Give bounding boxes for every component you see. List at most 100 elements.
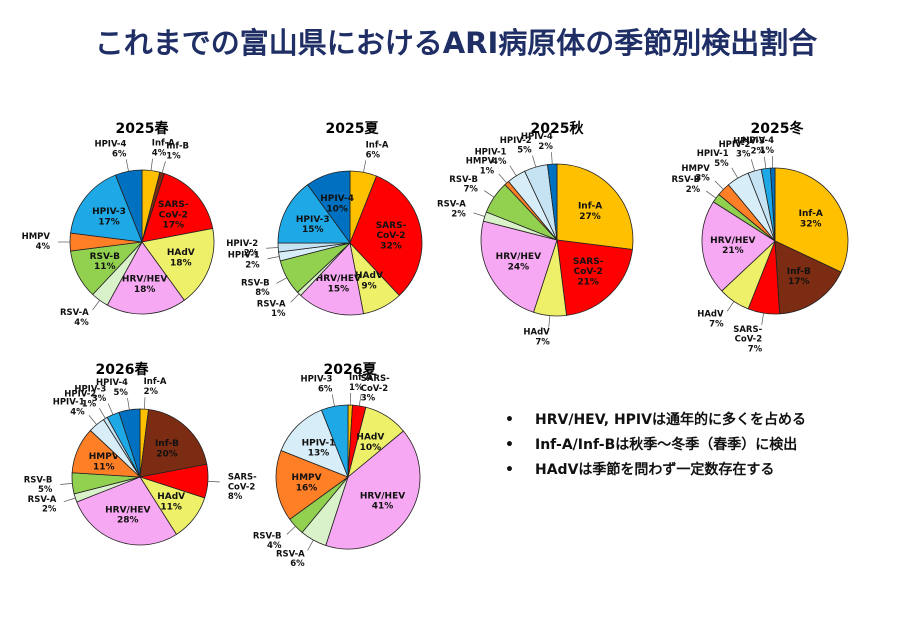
pie-title: 2026春 bbox=[96, 361, 150, 378]
leader-line bbox=[731, 167, 739, 179]
pie-slice-hpiv-3 bbox=[70, 174, 143, 243]
slice-label-sars-cov-2: SARS-CoV-2 17% bbox=[158, 200, 189, 231]
leader-line bbox=[88, 415, 97, 425]
slice-label-rsv-a: RSV-A 1% bbox=[257, 299, 286, 319]
leader-line bbox=[484, 190, 495, 198]
leader-line bbox=[307, 539, 314, 551]
notes-list: • HRV/HEV, HPIVは通年的に多くを占める • Inf-A/Inf-Bは秋… bbox=[505, 408, 806, 483]
bullet-icon: • bbox=[505, 412, 514, 428]
slice-label-hrv-hev: HRV/HEV 28% bbox=[105, 505, 150, 525]
slice-label-hpiv-1: HPIV-1 4% bbox=[53, 398, 85, 418]
pie-chart-2025-: 2025冬 Inf-A 32% Inf-B 17% SARS-CoV-2 7% HAdV 7% H… bbox=[672, 120, 849, 355]
slice-label-sars-cov-2: SARS-CoV-2 21% bbox=[573, 257, 604, 288]
slice-label-rsv-b: RSV-B 8% bbox=[241, 278, 270, 298]
pie-title: 2025春 bbox=[116, 120, 170, 137]
slice-label-hrv-hev: HRV/HEV 24% bbox=[496, 252, 541, 272]
leader-line bbox=[150, 158, 153, 171]
pie-slice-hmpv bbox=[275, 449, 349, 520]
pie-slice-hrv-hev bbox=[106, 241, 185, 315]
slice-label-hmpv: HMPV 3% bbox=[681, 164, 710, 184]
leader-line bbox=[266, 247, 279, 249]
slice-label-hpiv-4: HPIV-4 6% bbox=[94, 140, 126, 160]
slice-label-hpiv-1: HPIV-1 4% bbox=[475, 147, 507, 167]
slice-label-hadv: HAdV 7% bbox=[697, 310, 724, 330]
pie-slice-hrv-hev bbox=[701, 201, 776, 292]
leader-line bbox=[363, 160, 367, 173]
leader-line bbox=[714, 180, 724, 190]
slice-label-inf-a: Inf-A 6% bbox=[366, 141, 389, 161]
slice-label-hpiv-3: HPIV-3 15% bbox=[296, 215, 330, 235]
pie-chart-2025-: 2025秋 Inf-A 27% SARS-CoV-2 21% HAdV 7% HRV/HEV 2… bbox=[437, 120, 634, 347]
leader-line bbox=[473, 212, 485, 217]
bullet-icon: • bbox=[505, 462, 514, 478]
slice-label-inf-b: Inf-B 1% bbox=[166, 142, 189, 162]
slice-label-hpiv-2: HPIV-2 2% bbox=[226, 239, 258, 259]
slice-label-hpiv-4: HPIV-4 5% bbox=[96, 378, 128, 398]
leader-line bbox=[286, 526, 296, 535]
leader-line bbox=[127, 397, 130, 410]
slice-label-hmpv: HMPV 1% bbox=[466, 156, 495, 176]
note-item: • HRV/HEV, HPIVは通年的に多くを占める bbox=[505, 408, 806, 433]
slice-label-sars-cov-2: SARS-CoV-2 3% bbox=[361, 374, 390, 404]
leader-line bbox=[726, 301, 735, 312]
slice-label-hadv: HAdV 10% bbox=[356, 433, 384, 453]
slice-label-hpiv-4: HPIV-4 1% bbox=[742, 136, 774, 156]
slide-title: これまでの富山県におけるARI病原体の季節別検出割合 bbox=[94, 26, 818, 60]
slice-label-inf-a: Inf-A 1% bbox=[349, 373, 372, 393]
leader-line bbox=[706, 190, 717, 199]
slice-label-hrv-hev: HRV/HEV 15% bbox=[316, 274, 361, 294]
leader-line bbox=[125, 159, 129, 172]
slice-label-rsv-b: RSV-B 7% bbox=[449, 175, 478, 195]
leader-line bbox=[107, 403, 114, 415]
slice-label-sars-cov-2: SARS-CoV-2 7% bbox=[733, 325, 762, 355]
pie-slice-hrv-hev bbox=[300, 242, 364, 316]
slice-label-hpiv-2: HPIV-2 3% bbox=[719, 140, 751, 160]
note-item: • HAdVは季節を問わず一定数存在する bbox=[505, 458, 806, 483]
pie-slice-sars-cov-2 bbox=[556, 239, 633, 316]
leader-line bbox=[764, 156, 767, 169]
leader-line bbox=[498, 173, 508, 184]
pie-slice-hadv bbox=[141, 228, 215, 301]
leader-line bbox=[98, 407, 106, 419]
slice-label-hrv-hev: HRV/HEV 21% bbox=[710, 236, 755, 256]
leader-line bbox=[276, 277, 288, 284]
slice-label-hpiv-4: HPIV-4 2% bbox=[521, 132, 553, 152]
slice-label-hpiv-2: HPIV-2 5% bbox=[500, 136, 532, 156]
leader-line bbox=[207, 480, 220, 483]
slice-label-hrv-hev: HRV/HEV 41% bbox=[360, 491, 405, 511]
pie-slice-hrv-hev bbox=[480, 220, 558, 313]
slice-label-rsv-a: RSV-A 2% bbox=[28, 495, 57, 515]
pie-slice-sars-cov-2 bbox=[349, 175, 423, 297]
slice-label-inf-a: Inf-A 27% bbox=[578, 202, 602, 222]
leader-line bbox=[290, 293, 300, 303]
slice-label-hpiv-1: HPIV-1 13% bbox=[302, 438, 336, 458]
note-text: HAdVは季節を問わず一定数存在する bbox=[535, 462, 775, 478]
leader-line bbox=[509, 165, 517, 177]
leader-line bbox=[92, 300, 100, 311]
pie-title: 2025秋 bbox=[531, 120, 585, 137]
slice-label-inf-a: Inf-A 4% bbox=[152, 139, 175, 159]
pie-slice-inf-b bbox=[139, 409, 208, 478]
leader-line bbox=[532, 155, 537, 168]
leader-line bbox=[331, 394, 335, 407]
slice-label-hpiv-3: HPIV-3 3% bbox=[74, 384, 106, 404]
slice-label-hmpv: HMPV 4% bbox=[22, 232, 51, 252]
slice-label-hpiv-1: HPIV-1 5% bbox=[697, 149, 729, 169]
slice-label-hpiv-3: HPIV-3 6% bbox=[300, 375, 332, 395]
pie-slice-hpiv-3 bbox=[277, 184, 351, 244]
note-item: • Inf-A/Inf-Bは秋季～冬季（春季）に検出 bbox=[505, 433, 806, 458]
slice-label-hpiv-3: HPIV-3 17% bbox=[92, 207, 126, 227]
pie-title: 2026夏 bbox=[324, 361, 378, 378]
pie-slice-inf-b bbox=[774, 240, 842, 315]
slice-label-inf-b: Inf-B 17% bbox=[787, 267, 811, 287]
slice-label-hrv-hev: HRV/HEV 18% bbox=[122, 274, 167, 294]
leader-line bbox=[143, 397, 146, 410]
slice-label-hadv: HAdV 9% bbox=[355, 271, 383, 291]
slice-label-inf-a: Inf-A 2% bbox=[144, 377, 167, 397]
leader-line bbox=[60, 483, 73, 485]
slice-label-inf-b: Inf-B 20% bbox=[155, 439, 179, 459]
pie-title: 2025冬 bbox=[751, 120, 804, 137]
